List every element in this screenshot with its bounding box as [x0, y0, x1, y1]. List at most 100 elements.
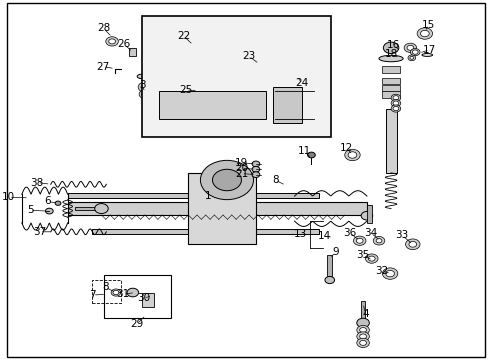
Text: 37: 37 [33, 227, 46, 237]
Circle shape [406, 45, 413, 50]
Bar [366, 205, 371, 223]
Text: 34: 34 [364, 228, 377, 238]
Circle shape [356, 238, 362, 243]
Circle shape [409, 49, 419, 56]
Text: 31: 31 [116, 289, 129, 299]
Bar [382, 78, 399, 84]
Circle shape [356, 325, 368, 335]
Circle shape [411, 50, 417, 54]
Bar [75, 207, 101, 210]
Circle shape [372, 237, 384, 245]
Text: 25: 25 [179, 85, 192, 95]
Text: 35: 35 [356, 250, 369, 260]
Circle shape [212, 169, 241, 191]
Text: 20: 20 [234, 163, 247, 173]
Circle shape [408, 242, 416, 247]
Circle shape [392, 107, 398, 111]
Circle shape [149, 84, 159, 91]
Ellipse shape [152, 94, 166, 116]
Circle shape [275, 96, 299, 114]
Ellipse shape [378, 55, 402, 62]
Text: 27: 27 [96, 62, 109, 72]
Circle shape [111, 289, 121, 296]
Circle shape [365, 254, 377, 263]
Circle shape [113, 291, 119, 295]
Bar [188, 173, 255, 244]
Circle shape [251, 166, 259, 172]
Text: 7: 7 [89, 290, 96, 300]
Circle shape [344, 149, 360, 161]
Bar [159, 91, 265, 119]
Circle shape [55, 201, 61, 205]
Circle shape [359, 334, 366, 339]
Text: 6: 6 [44, 197, 51, 206]
Bar [92, 280, 121, 303]
Text: 10: 10 [2, 192, 15, 202]
Circle shape [392, 101, 398, 105]
Circle shape [251, 172, 259, 177]
Circle shape [45, 208, 53, 214]
Circle shape [382, 268, 397, 279]
Text: 9: 9 [331, 247, 338, 257]
Text: 14: 14 [317, 231, 330, 242]
Text: 19: 19 [234, 158, 247, 168]
Text: 5: 5 [27, 205, 33, 215]
Circle shape [416, 28, 432, 39]
Bar [129, 48, 136, 56]
Ellipse shape [137, 74, 145, 78]
Bar [142, 16, 330, 137]
Text: 12: 12 [339, 143, 352, 153]
Text: 32: 32 [374, 266, 387, 276]
Circle shape [347, 152, 356, 158]
Circle shape [356, 318, 368, 328]
Bar [382, 85, 399, 91]
Bar [382, 66, 399, 73]
Text: 11: 11 [298, 147, 311, 157]
Text: 36: 36 [343, 228, 356, 238]
Text: 18: 18 [384, 49, 397, 59]
Circle shape [390, 100, 400, 107]
Text: 23: 23 [242, 51, 255, 61]
Circle shape [409, 57, 413, 59]
Text: 22: 22 [177, 31, 190, 41]
Circle shape [105, 37, 118, 46]
Bar [360, 301, 365, 321]
Circle shape [145, 81, 163, 94]
Circle shape [390, 105, 400, 112]
Ellipse shape [255, 91, 275, 119]
Bar [67, 202, 366, 215]
Circle shape [251, 161, 259, 167]
Circle shape [200, 160, 253, 200]
Circle shape [407, 55, 415, 61]
Circle shape [356, 338, 368, 347]
Circle shape [383, 42, 398, 54]
Text: 28: 28 [97, 23, 110, 33]
Circle shape [390, 94, 400, 102]
Circle shape [405, 239, 419, 249]
Circle shape [375, 239, 381, 243]
Text: 15: 15 [421, 19, 434, 30]
Text: 30: 30 [137, 293, 150, 303]
Circle shape [294, 102, 311, 115]
Circle shape [385, 270, 394, 277]
Circle shape [367, 256, 374, 261]
Text: 33: 33 [395, 230, 408, 240]
Circle shape [138, 82, 151, 92]
Circle shape [359, 328, 366, 333]
Text: 8: 8 [271, 175, 278, 185]
Text: 38: 38 [31, 177, 44, 188]
Bar [382, 91, 399, 98]
Text: 3: 3 [139, 80, 145, 90]
Circle shape [392, 96, 398, 100]
Text: 29: 29 [130, 319, 143, 329]
Text: 1: 1 [204, 191, 210, 201]
Circle shape [420, 30, 428, 37]
Bar [326, 255, 331, 276]
Bar [67, 193, 318, 198]
Circle shape [127, 288, 138, 297]
Circle shape [141, 92, 148, 97]
Text: 16: 16 [386, 40, 399, 50]
Bar [92, 229, 318, 234]
Circle shape [141, 84, 148, 90]
Text: 24: 24 [295, 78, 308, 88]
